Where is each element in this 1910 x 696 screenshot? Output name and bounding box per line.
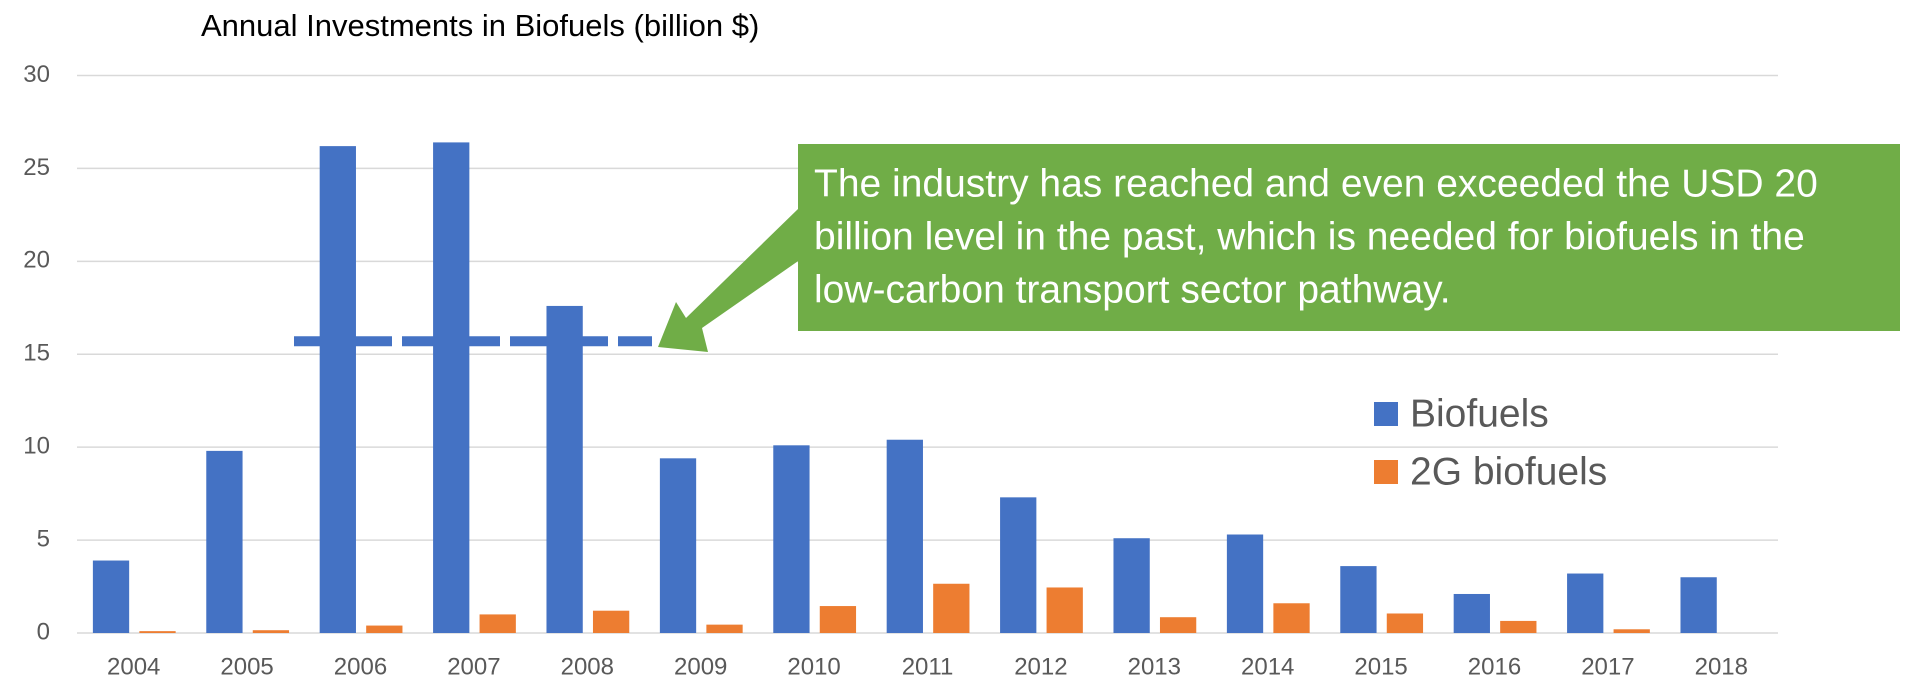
x-tick-label: 2013 (1128, 653, 1181, 680)
bar (592, 610, 630, 633)
x-tick-label: 2018 (1695, 653, 1748, 680)
annotation-box (798, 144, 1900, 331)
bar (1000, 497, 1037, 633)
x-tick-label: 2004 (107, 653, 160, 680)
bar (1159, 617, 1197, 633)
annotation-arrow (658, 209, 824, 352)
legend-label: Biofuels (1410, 392, 1549, 435)
x-tick-label: 2010 (787, 653, 840, 680)
x-tick-label: 2015 (1354, 653, 1407, 680)
bar (1226, 534, 1264, 633)
legend-label: 2G biofuels (1410, 450, 1607, 493)
bar (1273, 603, 1310, 633)
bar (546, 305, 583, 633)
bar (252, 630, 290, 633)
bar (1046, 587, 1083, 633)
bar (886, 439, 923, 633)
legend-swatch (1374, 460, 1398, 484)
y-tick-label: 10 (23, 433, 50, 460)
bar (139, 631, 176, 633)
bar (659, 458, 697, 633)
bar (1500, 620, 1537, 633)
x-tick-label: 2006 (334, 653, 387, 680)
x-tick-label: 2011 (902, 653, 954, 680)
x-tick-label: 2009 (674, 653, 727, 680)
bar (1386, 613, 1424, 633)
bar (773, 445, 810, 633)
x-tick-label: 2014 (1241, 653, 1294, 680)
bar (1453, 593, 1490, 633)
y-tick-label: 25 (23, 154, 50, 181)
legend-swatch (1374, 402, 1398, 426)
bar (1113, 538, 1150, 633)
bar (479, 614, 516, 633)
bar (706, 624, 743, 633)
bar (933, 583, 970, 633)
bar (206, 450, 243, 633)
bar (1340, 566, 1377, 633)
bar (433, 142, 470, 633)
bar (1567, 573, 1604, 633)
y-tick-label: 20 (23, 247, 50, 274)
bar (1613, 629, 1650, 633)
chart-title: Annual Investments in Biofuels (billion … (201, 8, 759, 43)
x-tick-label: 2008 (561, 653, 614, 680)
annotation-text: low-carbon transport sector pathway. (814, 268, 1451, 311)
bar (92, 560, 130, 633)
bar (366, 625, 403, 633)
bar (1680, 577, 1717, 633)
y-tick-label: 5 (37, 525, 50, 552)
x-tick-label: 2017 (1581, 653, 1634, 680)
bar (319, 146, 356, 633)
x-tick-label: 2016 (1468, 653, 1521, 680)
x-tick-label: 2005 (220, 653, 273, 680)
annotation-text: The industry has reached and even exceed… (814, 162, 1818, 205)
x-tick-label: 2012 (1014, 653, 1067, 680)
x-tick-label: 2007 (447, 653, 500, 680)
y-tick-label: 30 (23, 61, 50, 88)
bar (819, 606, 857, 633)
y-tick-label: 0 (37, 618, 50, 645)
annotation-text: billion level in the past, which is need… (814, 215, 1805, 258)
y-tick-label: 15 (23, 340, 50, 367)
